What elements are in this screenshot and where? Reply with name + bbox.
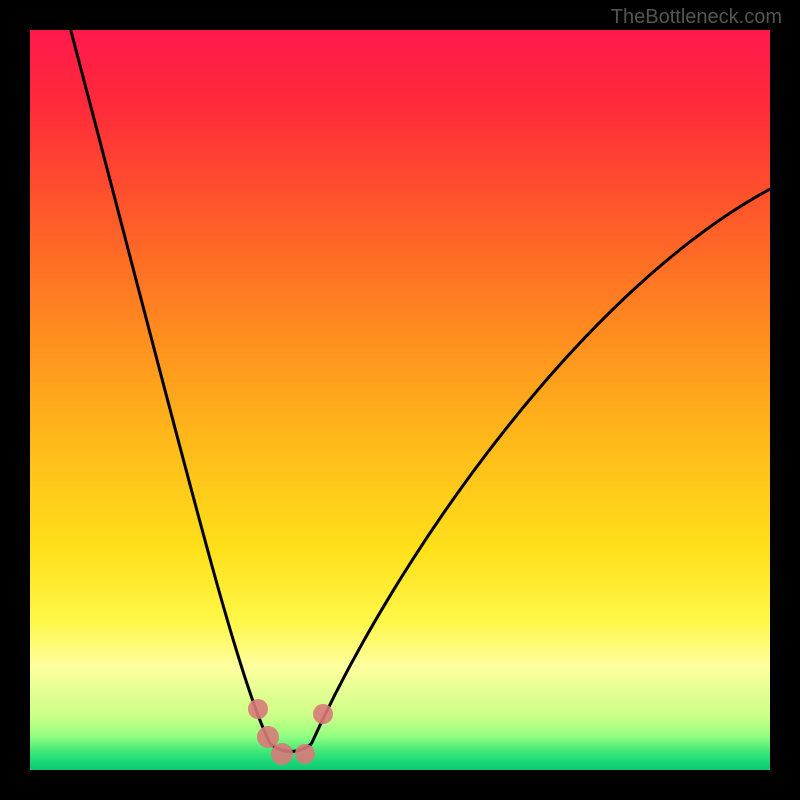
data-marker [295,744,315,764]
data-marker [271,743,293,765]
data-marker [248,699,268,719]
plot-area [30,30,770,770]
markers-layer [30,30,770,770]
watermark-text: TheBottleneck.com [611,6,782,29]
data-marker [313,704,333,724]
chart-container: TheBottleneck.com [0,0,800,800]
